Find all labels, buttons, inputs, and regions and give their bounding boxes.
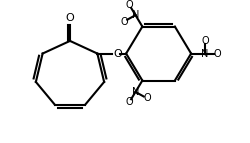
Text: N: N <box>201 48 208 58</box>
Text: N: N <box>132 10 139 20</box>
Text: N: N <box>132 87 139 97</box>
Text: O: O <box>214 48 221 58</box>
Text: O: O <box>126 97 133 107</box>
Text: O: O <box>201 36 209 46</box>
Text: O: O <box>114 48 122 58</box>
Text: O: O <box>143 93 151 103</box>
Text: O: O <box>126 0 133 10</box>
Text: O: O <box>66 13 74 23</box>
Text: O: O <box>120 16 128 26</box>
